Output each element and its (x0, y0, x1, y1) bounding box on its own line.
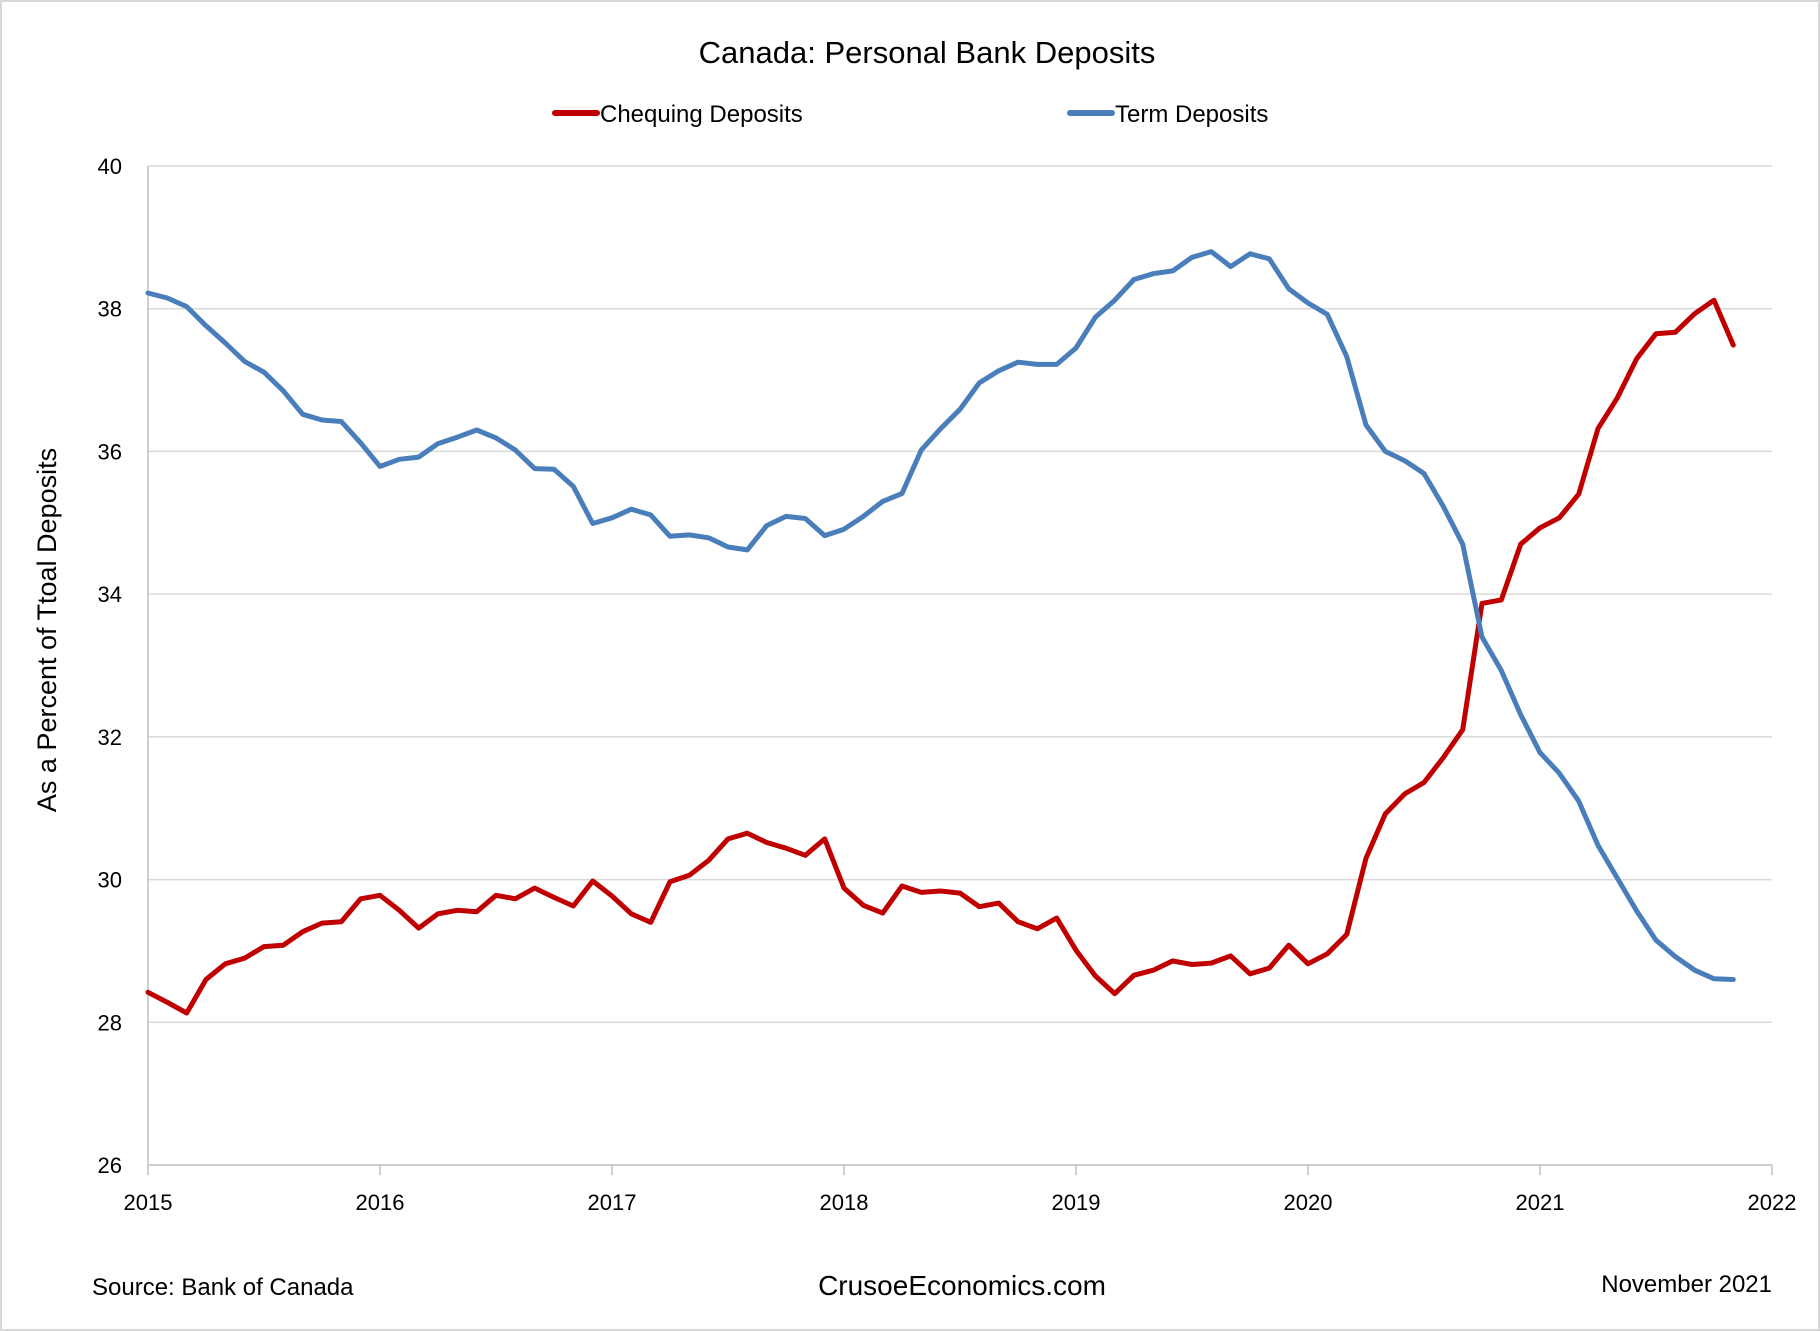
y-tick-label: 32 (98, 725, 122, 750)
publication-date: November 2021 (1601, 1271, 1772, 1298)
site-credit: CrusoeEconomics.com (818, 1270, 1106, 1301)
x-tick-label: 2018 (820, 1190, 869, 1215)
x-tick-label: 2020 (1284, 1190, 1333, 1215)
x-tick-label: 2019 (1052, 1190, 1101, 1215)
x-tick-label: 2022 (1748, 1190, 1797, 1215)
x-tick-label: 2016 (356, 1190, 405, 1215)
series-line-term-deposits (145, 249, 1736, 982)
y-tick-label: 40 (98, 154, 122, 179)
y-tick-label: 34 (98, 582, 122, 607)
x-tick-label: 2017 (588, 1190, 637, 1215)
y-axis-label: As a Percent of Ttoal Deposits (32, 448, 62, 812)
chart-title: Canada: Personal Bank Deposits (699, 35, 1156, 70)
y-tick-label: 26 (98, 1153, 122, 1178)
legend-label-term: Term Deposits (1115, 101, 1268, 128)
y-axis-ticks: 26 28 30 32 34 36 38 40 (98, 154, 122, 1178)
series-line-chequing-deposits (145, 297, 1736, 1016)
x-tick-label: 2021 (1516, 1190, 1565, 1215)
y-tick-label: 28 (98, 1010, 122, 1035)
plot-area (145, 249, 1736, 1016)
legend-label-chequing: Chequing Deposits (600, 101, 803, 128)
y-tick-label: 38 (98, 297, 122, 322)
legend: Chequing Deposits Term Deposits (552, 101, 1268, 128)
x-axis-ticks: 2015 2016 2017 2018 2019 2020 2021 2022 (124, 1165, 1797, 1215)
y-tick-label: 36 (98, 439, 122, 464)
source-note: Source: Bank of Canada (92, 1274, 354, 1301)
axes (147, 166, 1772, 1166)
y-tick-label: 30 (98, 868, 122, 893)
x-tick-label: 2015 (124, 1190, 173, 1215)
